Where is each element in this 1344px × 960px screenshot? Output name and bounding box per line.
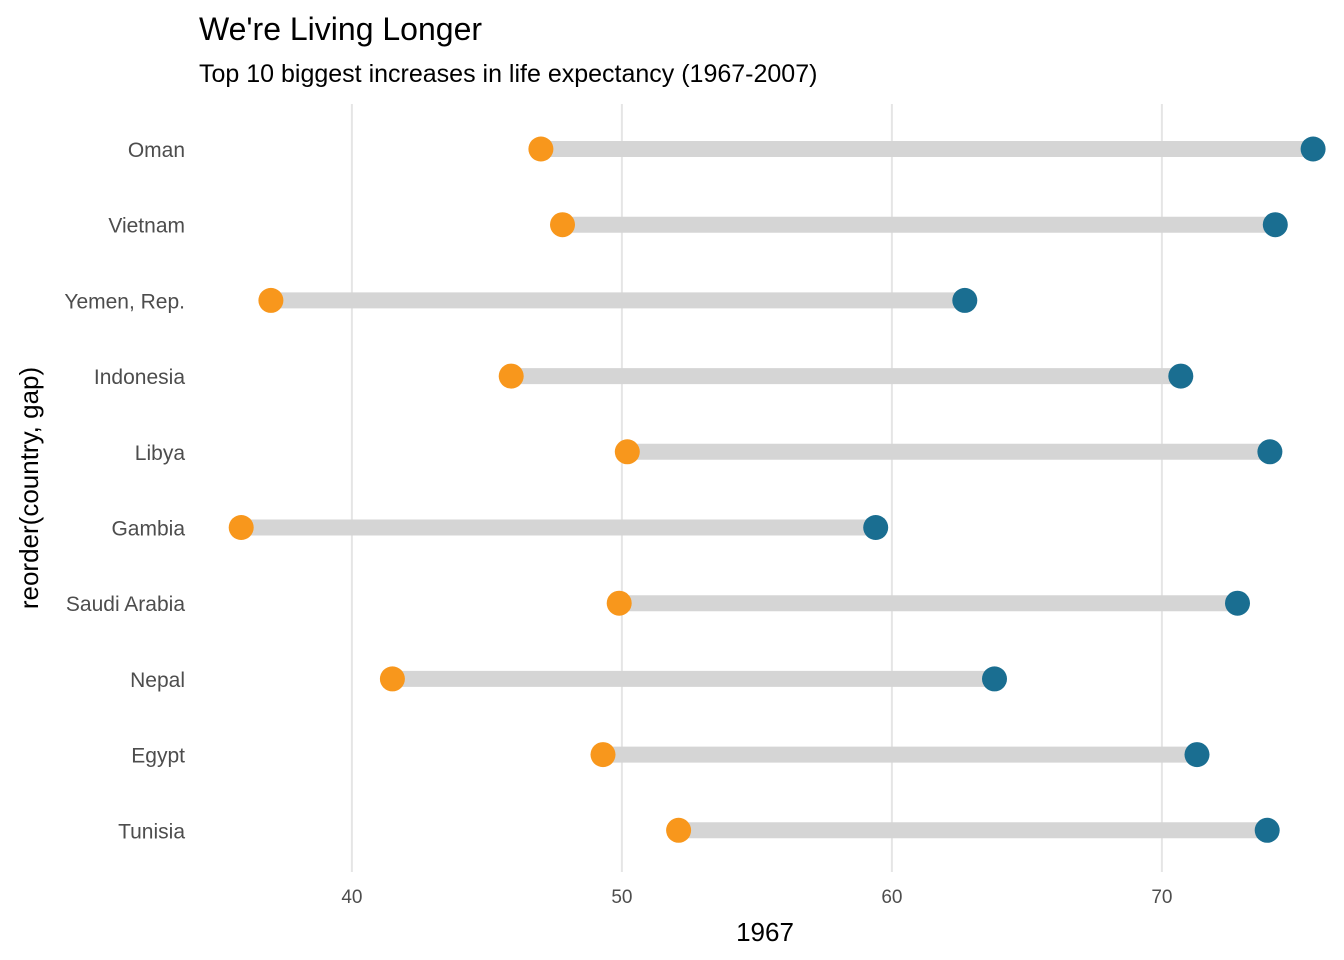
chart-title: We're Living Longer: [199, 11, 482, 47]
x-tick-label-60: 60: [881, 887, 902, 908]
y-tick-label-yemen-rep: Yemen, Rep.: [64, 290, 185, 313]
point-start-saudi-arabia: [606, 590, 632, 616]
y-tick-label-saudi-arabia: Saudi Arabia: [66, 593, 185, 616]
point-start-tunisia: [666, 817, 692, 843]
y-axis-label: reorder(country, gap): [14, 367, 44, 609]
y-tick-label-nepal: Nepal: [130, 669, 185, 692]
y-tick-label-indonesia: Indonesia: [94, 366, 185, 389]
x-tick-label-70: 70: [1151, 887, 1172, 908]
point-start-nepal: [379, 666, 405, 692]
points: [228, 136, 1326, 843]
y-axis-ticks: Oman Vietnam Yemen, Rep. Indonesia Libya Gamb…: [64, 139, 185, 843]
point-end-nepal: [982, 666, 1007, 692]
point-start-vietnam: [550, 212, 575, 238]
y-tick-label-vietnam: Vietnam: [108, 215, 185, 238]
x-axis-ticks: 40 50 60 70: [341, 887, 1172, 908]
point-end-vietnam: [1262, 212, 1288, 238]
y-tick-label-oman: Oman: [128, 139, 185, 162]
point-start-yemen-rep: [258, 287, 284, 313]
point-start-oman: [528, 136, 554, 162]
y-tick-label-egypt: Egypt: [131, 745, 185, 768]
point-start-gambia: [228, 515, 254, 540]
x-tick-label-40: 40: [341, 887, 362, 908]
point-end-tunisia: [1254, 817, 1280, 843]
point-end-saudi-arabia: [1225, 590, 1250, 616]
point-start-egypt: [590, 742, 616, 768]
point-end-indonesia: [1168, 363, 1194, 389]
y-tick-label-libya: Libya: [135, 442, 186, 465]
point-end-gambia: [863, 515, 889, 540]
point-start-indonesia: [498, 363, 524, 389]
point-end-oman: [1300, 136, 1326, 162]
point-start-libya: [614, 439, 640, 465]
point-end-libya: [1257, 439, 1283, 465]
chart-subtitle: Top 10 biggest increases in life expecta…: [199, 60, 817, 88]
y-tick-label-tunisia: Tunisia: [118, 820, 185, 843]
point-end-yemen-rep: [952, 287, 978, 313]
y-tick-label-gambia: Gambia: [111, 518, 185, 541]
x-tick-label-50: 50: [611, 887, 632, 908]
point-end-egypt: [1184, 742, 1210, 768]
segments: [241, 141, 1314, 839]
x-axis-label: 1967: [736, 917, 794, 947]
